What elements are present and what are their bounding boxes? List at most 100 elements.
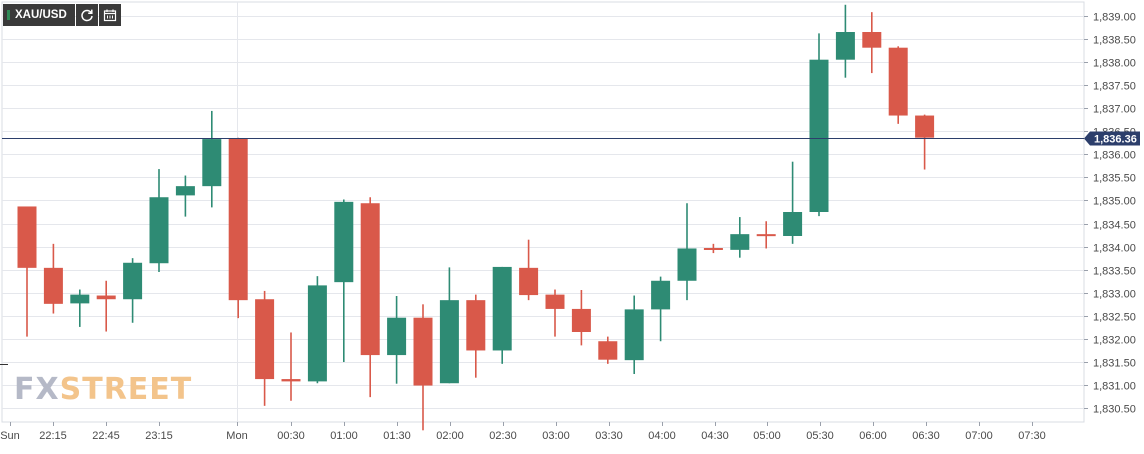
candle-body — [915, 115, 935, 138]
candle-body — [624, 309, 644, 361]
candle-body — [70, 294, 90, 304]
candle-body — [519, 267, 539, 296]
candle-body — [255, 299, 275, 380]
candle — [307, 276, 327, 384]
candle — [413, 304, 433, 431]
candle — [677, 203, 697, 301]
refresh-icon — [81, 9, 93, 22]
candle-body — [413, 317, 433, 386]
watermark-fx: FX — [14, 372, 60, 407]
candle-body — [307, 285, 327, 382]
symbol-label[interactable]: XAU/USD — [3, 4, 75, 26]
calendar-icon — [103, 9, 116, 22]
y-tick-label: 1,835.50 — [1093, 173, 1136, 185]
candle-body — [466, 300, 486, 351]
candle — [439, 267, 459, 384]
candle — [202, 110, 222, 208]
candle — [888, 46, 908, 124]
current-price-tag: 1,836.36 — [1084, 131, 1140, 146]
candle — [835, 4, 855, 78]
x-tick-label: 07:30 — [1018, 430, 1046, 442]
candle-body — [149, 197, 169, 264]
y-tick-label: 1,838.00 — [1093, 58, 1136, 70]
candle — [255, 290, 275, 406]
x-tick-label: 06:30 — [912, 430, 940, 442]
refresh-button[interactable] — [75, 4, 98, 26]
x-tick-label: 05:00 — [753, 430, 781, 442]
candle — [466, 294, 486, 378]
calendar-button[interactable] — [98, 4, 121, 26]
x-tick-label: 02:30 — [489, 430, 517, 442]
candle-body — [835, 32, 855, 60]
candle-body — [96, 295, 116, 300]
y-tick-label: 1,830.50 — [1093, 404, 1136, 416]
candle — [862, 12, 882, 74]
candle-body — [888, 47, 908, 116]
x-tick-label: 03:30 — [595, 430, 623, 442]
watermark-street: STREET — [59, 372, 193, 407]
candle — [123, 258, 143, 323]
candle-body — [571, 308, 591, 332]
y-tick-label: 1,833.00 — [1093, 289, 1136, 301]
x-tick-label: 02:00 — [436, 430, 464, 442]
x-tick-label: 07:00 — [965, 430, 993, 442]
x-tick-label: Sun — [0, 430, 20, 442]
candle — [651, 276, 671, 342]
candle — [545, 289, 565, 337]
candle — [96, 280, 116, 332]
candle — [492, 266, 512, 364]
candle-body — [703, 248, 723, 250]
candle — [228, 137, 248, 319]
candle — [387, 296, 407, 384]
candle — [519, 239, 539, 301]
x-tick-label: 06:00 — [859, 430, 887, 442]
x-tick-label: 23:15 — [145, 430, 173, 442]
y-tick-label: 1,839.00 — [1093, 12, 1136, 24]
candle — [624, 295, 644, 374]
candle-body — [202, 139, 222, 187]
x-tick-label: 04:00 — [648, 430, 676, 442]
candle-body — [281, 379, 301, 382]
candle — [809, 33, 829, 217]
price-tag-bg — [1084, 131, 1140, 146]
candle — [149, 169, 169, 272]
candle — [703, 243, 723, 254]
candle-body — [651, 280, 671, 310]
y-tick-label: 1,837.00 — [1093, 104, 1136, 116]
x-tick-label: 22:15 — [39, 430, 67, 442]
price-layer: 1,836.36 — [2, 131, 1140, 146]
candle-body — [809, 59, 829, 212]
candle-body — [862, 32, 882, 48]
price-tag-label: 1,836.36 — [1094, 134, 1137, 146]
candle — [756, 221, 776, 249]
y-tick-label: 1,831.00 — [1093, 381, 1136, 393]
candle — [334, 199, 354, 362]
x-tick-label: 05:30 — [806, 430, 834, 442]
x-tick-label: 01:00 — [330, 430, 358, 442]
x-tick-label: Mon — [226, 430, 247, 442]
candle-body — [123, 262, 143, 300]
x-tick-label: 01:30 — [383, 430, 411, 442]
candle — [281, 332, 301, 401]
candles-layer — [17, 4, 935, 431]
candle-body — [545, 294, 565, 309]
candle-body — [730, 234, 750, 250]
candle — [17, 206, 37, 337]
candle-body — [677, 248, 697, 281]
y-tick-label: 1,834.50 — [1093, 220, 1136, 232]
fxstreet-watermark: FXSTREET — [14, 372, 192, 407]
x-tick-label: 00:30 — [277, 430, 305, 442]
candle-body — [439, 300, 459, 384]
x-tick-label: 03:00 — [542, 430, 570, 442]
y-tick-label: 1,837.50 — [1093, 81, 1136, 93]
candle — [598, 336, 618, 364]
candle-body — [598, 341, 618, 360]
candle — [783, 161, 803, 244]
candle-body — [17, 206, 37, 268]
y-tick-label: 1,834.00 — [1093, 243, 1136, 255]
x-tick-label: 22:45 — [92, 430, 120, 442]
y-tick-label: 1,831.50 — [1093, 358, 1136, 370]
candle-body — [334, 201, 354, 283]
